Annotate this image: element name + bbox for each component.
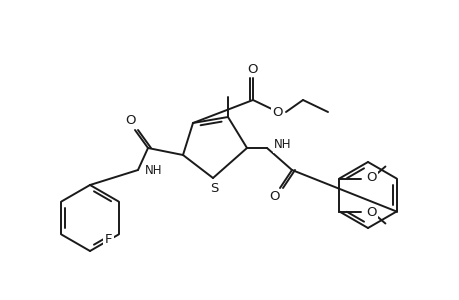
Text: O: O xyxy=(269,190,280,203)
Text: S: S xyxy=(209,182,218,194)
Text: F: F xyxy=(105,233,112,246)
Text: O: O xyxy=(272,106,283,118)
Text: O: O xyxy=(125,115,136,128)
Text: NH: NH xyxy=(145,164,162,176)
Text: O: O xyxy=(247,62,257,76)
Text: O: O xyxy=(366,206,376,219)
Text: O: O xyxy=(366,171,376,184)
Text: NH: NH xyxy=(274,139,291,152)
